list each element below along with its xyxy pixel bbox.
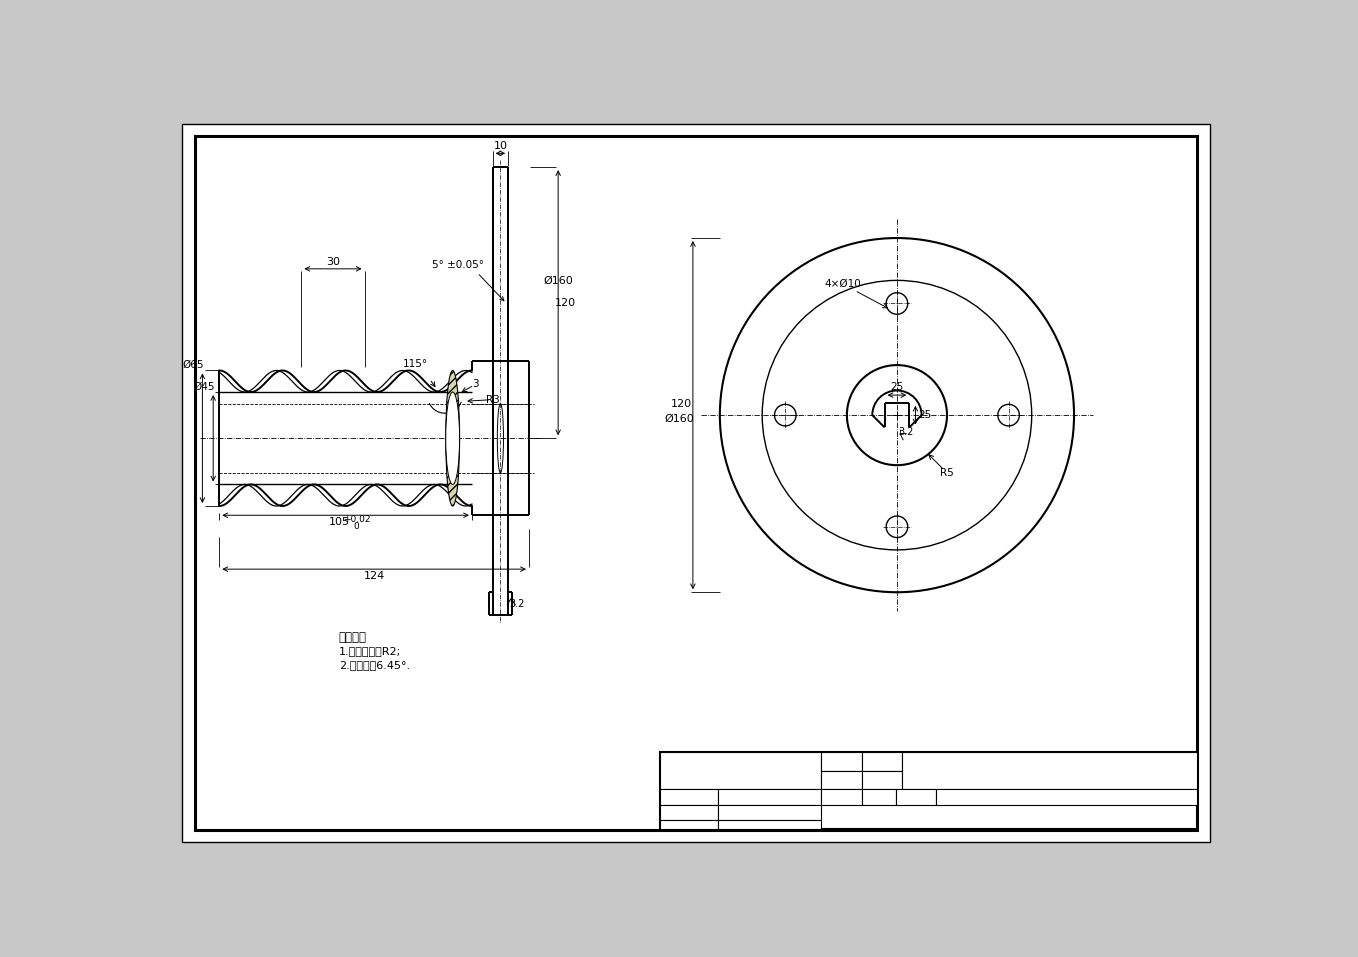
Text: 技术要求: 技术要求 — [338, 631, 367, 644]
Text: 螺旋推进器: 螺旋推进器 — [712, 762, 770, 780]
Text: 120: 120 — [555, 298, 576, 308]
Text: 比例: 比例 — [835, 757, 847, 767]
Bar — [717, 805, 822, 820]
Text: Ø45: Ø45 — [193, 382, 215, 391]
Text: R5: R5 — [940, 468, 953, 478]
Bar — [660, 790, 717, 805]
Bar — [660, 805, 717, 820]
Text: 4×Ø10: 4×Ø10 — [824, 279, 861, 289]
Text: 1.未注圆角为R2;: 1.未注圆角为R2; — [338, 646, 401, 657]
Text: 1: 1 — [879, 775, 885, 785]
Text: 10: 10 — [493, 142, 508, 151]
Bar — [822, 771, 861, 790]
Bar — [896, 790, 936, 805]
Bar — [717, 820, 822, 830]
Text: +0.02: +0.02 — [342, 515, 371, 523]
Text: 材料: 材料 — [910, 792, 922, 802]
Text: 数量: 数量 — [835, 775, 847, 785]
Text: 3.2: 3.2 — [899, 427, 914, 437]
Text: 3.2: 3.2 — [509, 599, 526, 609]
Bar — [902, 752, 1198, 790]
Bar — [660, 752, 822, 790]
Text: 3: 3 — [473, 379, 479, 389]
Text: 审核: 审核 — [682, 820, 694, 830]
Text: MTCuMo-175: MTCuMo-175 — [1033, 792, 1100, 802]
Text: 1:1: 1:1 — [873, 757, 889, 767]
Bar — [660, 820, 717, 830]
Ellipse shape — [445, 392, 459, 484]
Text: 2.螺旋角为6.45°.: 2.螺旋角为6.45°. — [338, 660, 410, 670]
Bar — [861, 752, 902, 771]
Text: 120: 120 — [671, 398, 693, 409]
Text: 124: 124 — [364, 571, 384, 581]
Text: 25: 25 — [891, 383, 903, 392]
Text: 班级: 班级 — [683, 792, 695, 802]
Text: 105: 105 — [329, 517, 350, 527]
Text: Ø65: Ø65 — [182, 360, 204, 370]
Bar — [861, 771, 902, 790]
Text: 5° ±0.05°: 5° ±0.05° — [432, 260, 483, 270]
Bar — [660, 752, 1198, 830]
Text: Ø160: Ø160 — [543, 277, 573, 286]
Text: 15: 15 — [872, 792, 885, 802]
Text: 制图: 制图 — [682, 808, 694, 817]
Text: 30: 30 — [326, 256, 340, 267]
Bar — [822, 752, 861, 771]
Text: R3: R3 — [486, 394, 500, 405]
Text: 0: 0 — [353, 523, 360, 531]
Text: Ø160: Ø160 — [665, 414, 695, 424]
Bar — [936, 790, 1198, 805]
Bar — [717, 790, 822, 805]
Ellipse shape — [445, 370, 459, 506]
Bar — [861, 790, 896, 805]
Text: 115°: 115° — [403, 359, 428, 368]
Text: A3: A3 — [1031, 759, 1067, 783]
Text: 25: 25 — [918, 411, 932, 420]
Bar — [822, 790, 861, 805]
Text: 图号: 图号 — [835, 792, 847, 802]
